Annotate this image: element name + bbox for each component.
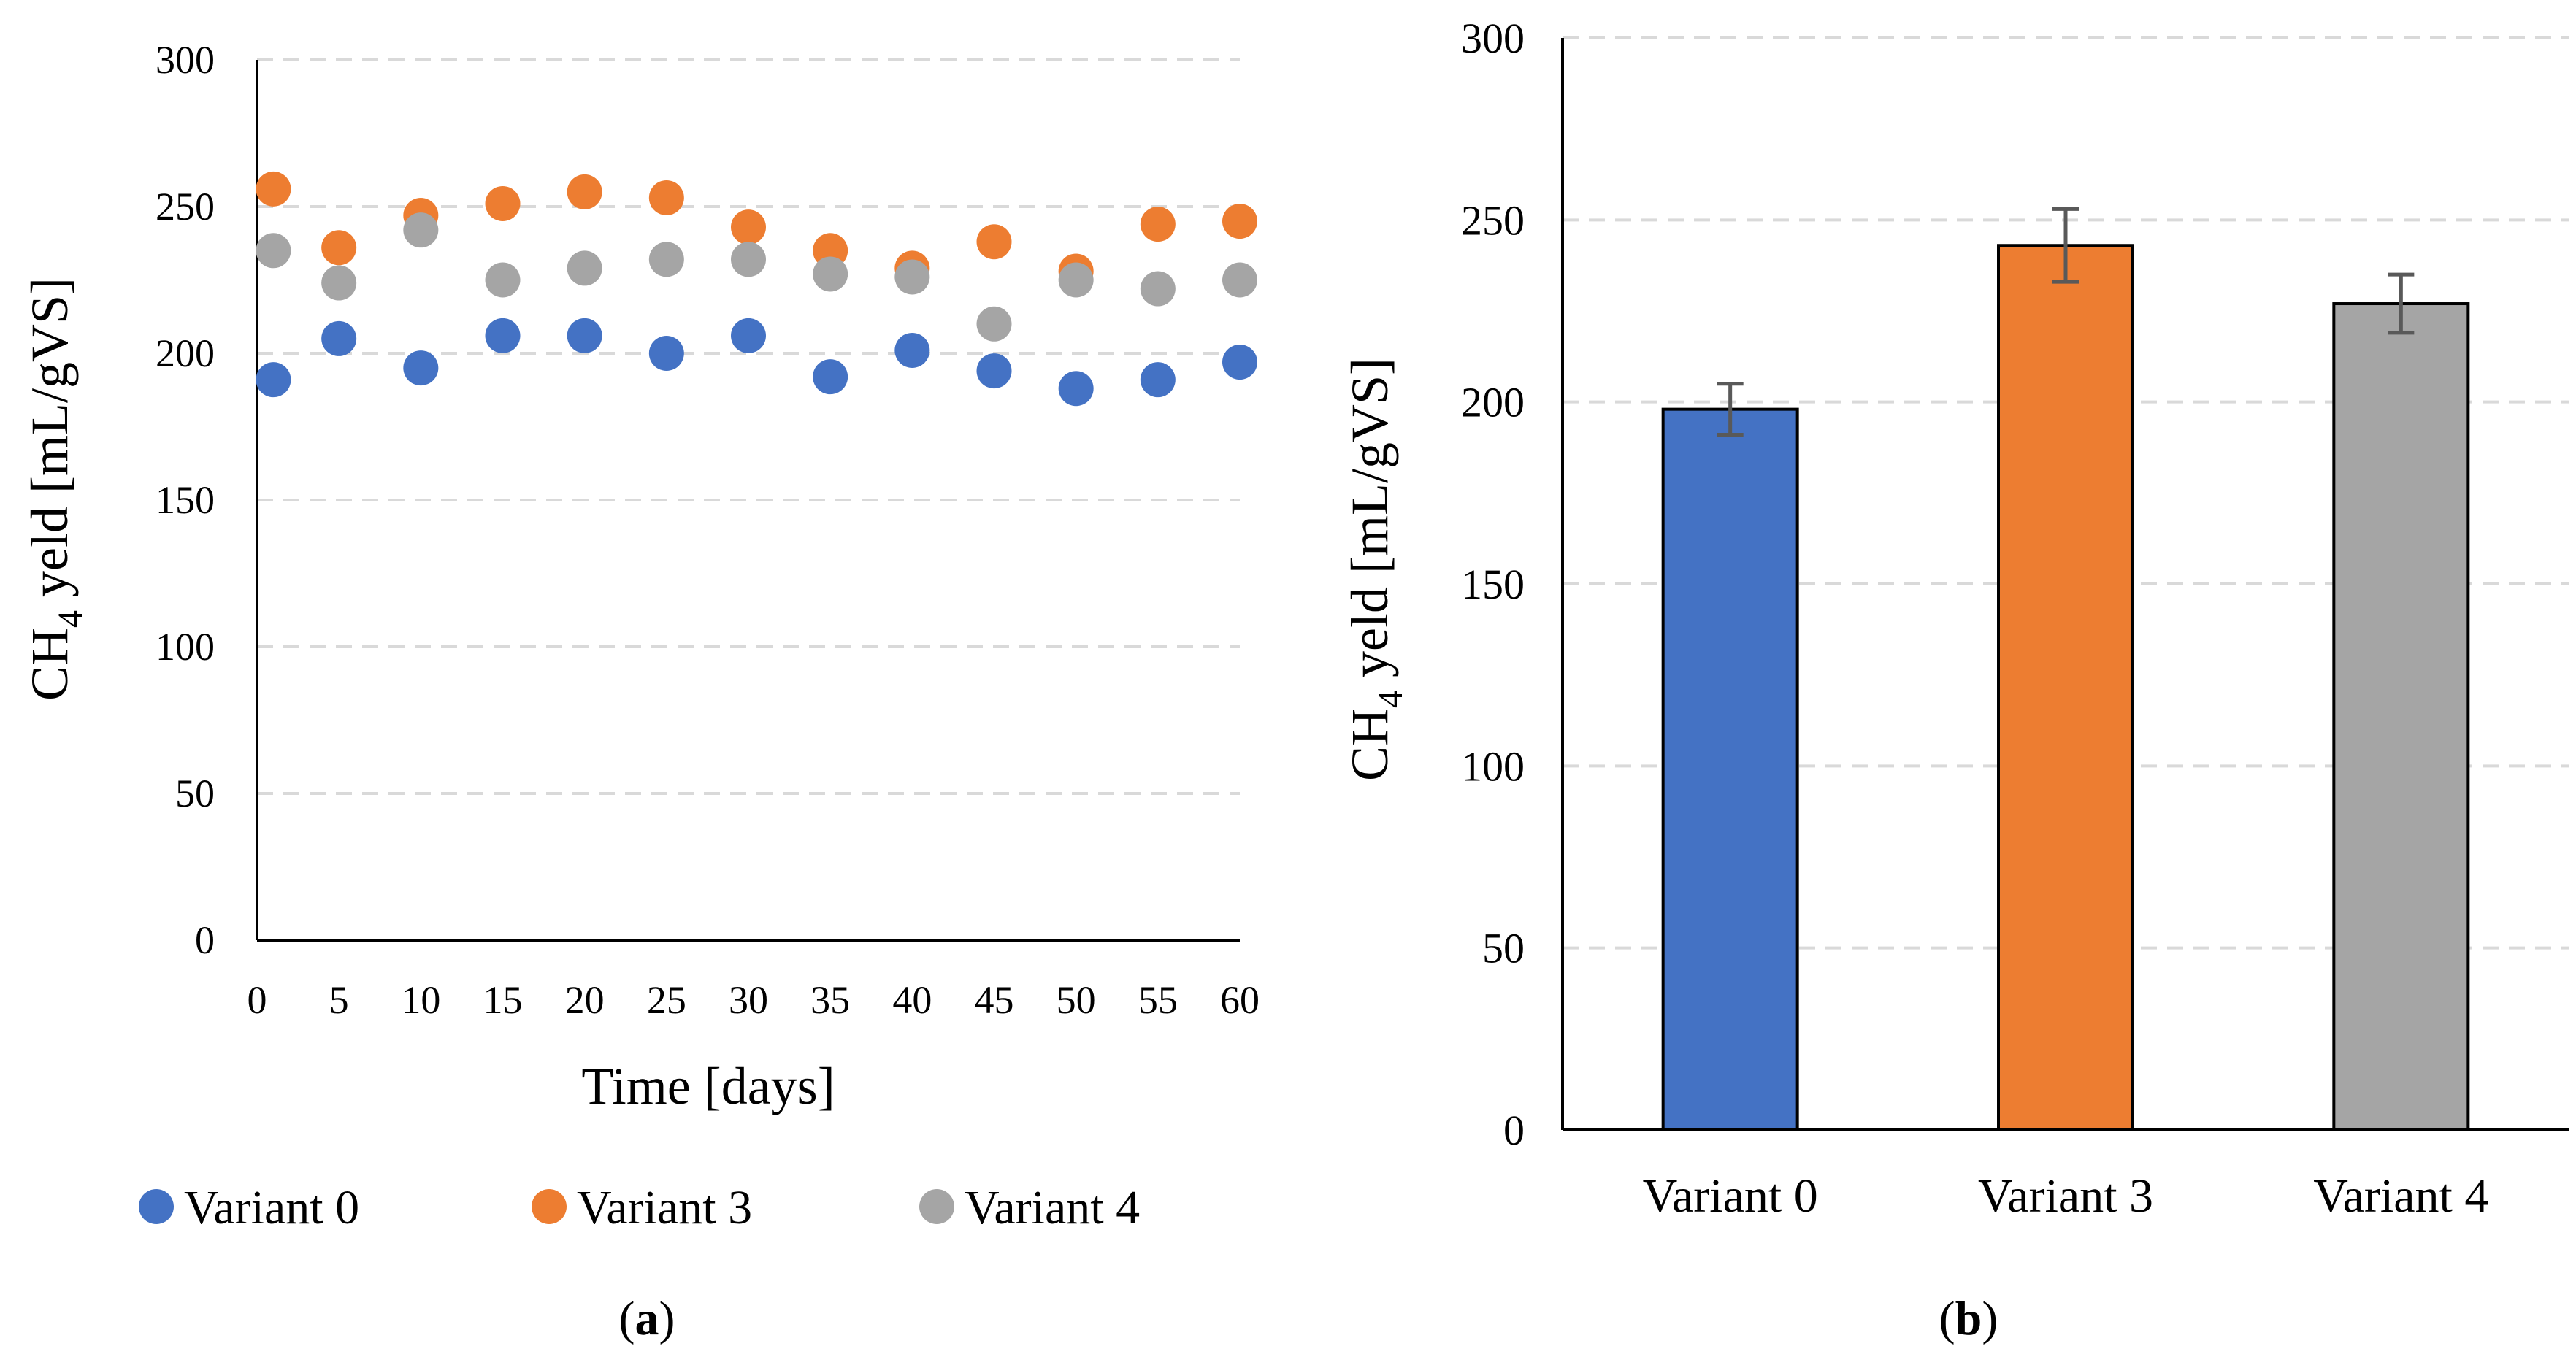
a-y-tick-labels: 0 50 100 150 200 250 300 bbox=[156, 38, 215, 962]
a-point-variant-4 bbox=[485, 262, 521, 298]
a-x-tick-label: 60 bbox=[1220, 978, 1260, 1022]
a-x-tick-label: 0 bbox=[248, 978, 267, 1022]
b-category-labels: Variant 0 Variant 3 Variant 4 bbox=[1643, 1169, 2489, 1223]
a-point-variant-0 bbox=[1140, 362, 1176, 398]
panel-label-a: (a) bbox=[619, 1292, 675, 1345]
a-data-points bbox=[256, 171, 1257, 407]
a-x-tick-label: 10 bbox=[401, 978, 440, 1022]
a-y-axis-label: CH4 yeld [mL/gVS] bbox=[20, 277, 90, 701]
bar-variant-0 bbox=[1661, 407, 1799, 1131]
b-y-tick-label: 0 bbox=[1503, 1107, 1525, 1154]
a-point-variant-4 bbox=[1222, 262, 1257, 298]
a-point-variant-0 bbox=[256, 362, 291, 398]
a-x-tick-label: 55 bbox=[1138, 978, 1178, 1022]
a-y-tick-label: 200 bbox=[156, 331, 215, 375]
a-point-variant-0 bbox=[648, 336, 684, 371]
a-axes bbox=[256, 60, 1240, 942]
b-y-tick-labels: 0 50 100 150 200 250 300 bbox=[1461, 15, 1525, 1154]
a-point-variant-3 bbox=[648, 180, 684, 215]
error-bar-variant-0 bbox=[1717, 382, 1744, 437]
bar-variant-4 bbox=[2332, 302, 2470, 1132]
a-x-tick-label: 5 bbox=[329, 978, 349, 1022]
a-point-variant-0 bbox=[403, 350, 439, 386]
a-x-tick-label: 45 bbox=[975, 978, 1014, 1022]
legend-label-variant-0: Variant 0 bbox=[184, 1181, 359, 1234]
a-point-variant-4 bbox=[731, 242, 766, 277]
a-x-tick-label: 15 bbox=[483, 978, 523, 1022]
b-error-bars bbox=[1717, 207, 2415, 437]
legend-marker-variant-0 bbox=[139, 1189, 174, 1224]
b-category-label: Variant 3 bbox=[1978, 1169, 2153, 1223]
b-axes bbox=[1561, 38, 2569, 1131]
a-x-tick-label: 30 bbox=[729, 978, 768, 1022]
error-bar-variant-3 bbox=[2052, 207, 2079, 284]
a-point-variant-0 bbox=[567, 318, 602, 353]
a-point-variant-3 bbox=[1222, 204, 1257, 239]
a-point-variant-0 bbox=[1222, 345, 1257, 380]
a-point-variant-3 bbox=[976, 224, 1012, 260]
bar-variant-3 bbox=[1997, 244, 2134, 1131]
a-x-axis-label: Time [days] bbox=[581, 1057, 835, 1115]
b-y-tick-label: 200 bbox=[1461, 379, 1525, 426]
a-point-variant-0 bbox=[485, 318, 521, 353]
a-point-variant-0 bbox=[813, 359, 848, 395]
a-point-variant-3 bbox=[567, 174, 602, 209]
a-x-tick-label: 50 bbox=[1057, 978, 1096, 1022]
legend-marker-variant-3 bbox=[532, 1189, 567, 1224]
a-y-tick-label: 250 bbox=[156, 185, 215, 228]
a-point-variant-4 bbox=[321, 265, 357, 301]
legend-label-variant-3: Variant 3 bbox=[577, 1181, 752, 1234]
a-point-variant-0 bbox=[894, 332, 930, 368]
a-point-variant-3 bbox=[485, 185, 521, 221]
a-point-variant-4 bbox=[813, 256, 848, 292]
b-y-tick-label: 50 bbox=[1482, 925, 1525, 972]
a-point-variant-0 bbox=[1058, 371, 1094, 407]
legend-label-variant-4: Variant 4 bbox=[965, 1181, 1140, 1234]
a-gridlines bbox=[257, 58, 1240, 795]
b-category-label: Variant 4 bbox=[2313, 1169, 2488, 1223]
a-x-tick-label: 25 bbox=[647, 978, 686, 1022]
b-category-label: Variant 0 bbox=[1643, 1169, 1818, 1223]
legend-marker-variant-4 bbox=[919, 1189, 954, 1224]
a-point-variant-3 bbox=[731, 209, 766, 245]
a-y-tick-label: 300 bbox=[156, 38, 215, 82]
b-bars bbox=[1661, 244, 2470, 1132]
scatter-chart-a: 0 50 100 150 200 250 300 0 5 10 15 20 25 30 35 40 45 50 5… bbox=[20, 38, 1260, 1345]
a-y-tick-label: 0 bbox=[195, 918, 215, 962]
a-x-tick-labels: 0 5 10 15 20 25 30 35 40 45 50 55 60 bbox=[248, 978, 1260, 1022]
a-x-tick-label: 35 bbox=[810, 978, 850, 1022]
a-y-tick-label: 50 bbox=[175, 772, 215, 815]
b-y-tick-label: 150 bbox=[1461, 561, 1525, 608]
a-point-variant-4 bbox=[648, 242, 684, 277]
a-point-variant-4 bbox=[403, 212, 439, 248]
a-point-variant-3 bbox=[1140, 207, 1176, 242]
a-point-variant-4 bbox=[894, 259, 930, 295]
a-point-variant-4 bbox=[976, 306, 1012, 342]
a-point-variant-0 bbox=[321, 320, 357, 356]
a-point-variant-4 bbox=[1140, 271, 1176, 307]
a-point-variant-4 bbox=[256, 233, 291, 269]
error-bar-variant-4 bbox=[2388, 272, 2415, 335]
a-point-variant-4 bbox=[1058, 262, 1094, 298]
a-x-tick-label: 40 bbox=[892, 978, 932, 1022]
b-y-tick-label: 100 bbox=[1461, 742, 1525, 790]
a-x-tick-label: 20 bbox=[565, 978, 605, 1022]
a-point-variant-3 bbox=[321, 230, 357, 266]
a-point-variant-0 bbox=[731, 318, 766, 353]
b-y-axis-label: CH4 yeld [mL/gVS] bbox=[1341, 358, 1410, 781]
a-legend: Variant 0 Variant 3 Variant 4 bbox=[139, 1181, 1140, 1234]
a-y-tick-label: 150 bbox=[156, 478, 215, 522]
a-y-tick-label: 100 bbox=[156, 625, 215, 669]
a-point-variant-0 bbox=[976, 353, 1012, 389]
a-point-variant-4 bbox=[567, 250, 602, 286]
a-point-variant-3 bbox=[256, 171, 291, 207]
b-y-tick-label: 300 bbox=[1461, 15, 1525, 62]
b-y-tick-label: 250 bbox=[1461, 196, 1525, 244]
panel-label-b: (b) bbox=[1939, 1292, 1998, 1345]
